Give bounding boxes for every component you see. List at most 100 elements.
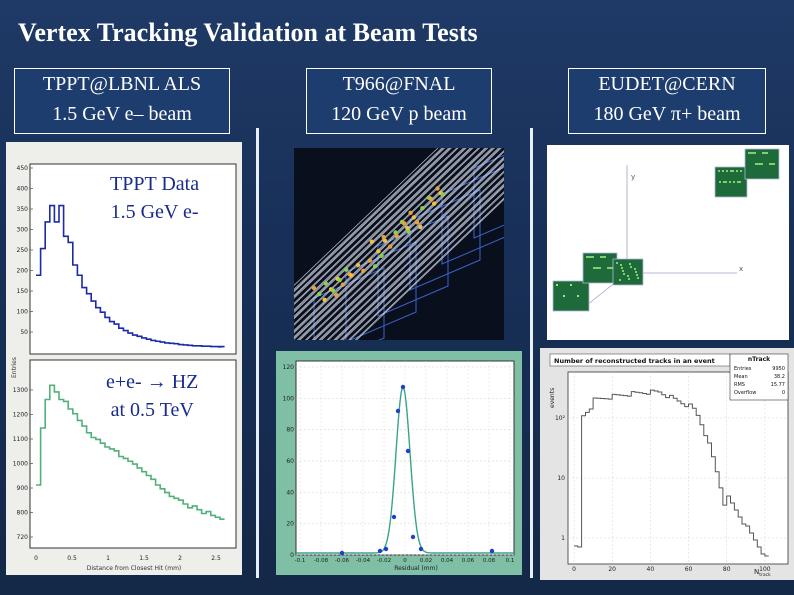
plane-hit: [773, 163, 775, 165]
ntrack-xlabel-main: N: [754, 568, 759, 576]
ntrack-plot-svg: Number of reconstructed tracks in an eve…: [549, 353, 789, 578]
column-label-fnal: T966@FNAL 120 GeV p beam: [306, 68, 492, 134]
y-tick-label: 450: [17, 165, 29, 172]
ntrack-ylabel: events: [549, 388, 556, 408]
stats-value: 0: [782, 390, 785, 396]
particle-track: [294, 148, 467, 313]
tppt-data-label: TPPT Data 1.5 GeV e-: [110, 170, 199, 226]
track-hit: [408, 210, 413, 215]
x-tick-label: 2.5: [211, 555, 221, 562]
y-tick-label: 120: [283, 364, 295, 371]
track-hit: [349, 273, 354, 278]
higgs-label-line1: e+e- → HZ: [106, 371, 199, 393]
y-tick-label: 100: [17, 309, 29, 316]
plane-hit: [590, 256, 592, 258]
track-hit: [361, 268, 366, 274]
y-tick-label: 400: [17, 186, 29, 193]
particle-track: [341, 184, 504, 340]
plane-hit: [718, 170, 720, 172]
track-hit: [376, 249, 381, 254]
plane-hit: [616, 262, 618, 264]
data-point: [339, 550, 345, 556]
y-tick-label: 150: [17, 288, 29, 295]
plane-hit: [619, 279, 621, 281]
x-tick-label: -0.1: [295, 558, 306, 564]
plane-hit: [607, 267, 609, 269]
top-hist-frame: [29, 163, 237, 355]
column-label-cern: EUDET@CERN 180 GeV π+ beam: [568, 68, 766, 134]
bottom-histogram-line: [36, 384, 225, 521]
plane-hit: [637, 277, 639, 279]
particle-track: [306, 151, 504, 340]
tppt-data-line2: 1.5 GeV e-: [110, 201, 199, 223]
plane-hit: [723, 181, 725, 183]
track-hit: [393, 230, 398, 235]
particle-track: [294, 148, 494, 339]
ntrack-plot-panel: Number of reconstructed tracks in an eve…: [540, 348, 794, 580]
y-tick-label: 720: [17, 534, 29, 541]
left-hist-xlabel: Distance from Closest Hit (mm): [87, 565, 182, 572]
particle-track: [294, 148, 481, 326]
stats-label: Mean: [734, 374, 748, 380]
track-hit: [322, 297, 327, 302]
telescope-axis-x-label: x: [739, 265, 743, 273]
tppt-data-line1: TPPT Data: [110, 173, 200, 195]
y-tick-label: 80: [286, 427, 294, 434]
x-tick-label: -0.06: [335, 558, 350, 564]
particle-track: [348, 191, 504, 340]
particle-track: [333, 177, 504, 340]
track-hit: [323, 281, 328, 286]
track-hit: [331, 288, 336, 293]
track-hit: [334, 293, 339, 298]
residual-gaussian-fit: [296, 385, 514, 554]
plane-hit: [620, 264, 622, 266]
particle-track: [304, 150, 504, 340]
particle-tracks: [294, 148, 504, 340]
plane-hit: [740, 170, 742, 172]
data-point: [395, 408, 401, 414]
bottom-hist-ylabel: Entries: [11, 357, 18, 378]
data-point: [410, 534, 416, 540]
track-hit: [432, 201, 437, 206]
plane-hit: [622, 270, 624, 272]
track-hit: [406, 229, 411, 234]
plane-hit: [762, 152, 764, 154]
plane-hit: [739, 181, 741, 183]
track-hit: [372, 264, 378, 269]
plane-hit: [595, 267, 597, 269]
x-tick-label: 2: [178, 555, 182, 562]
particle-track: [294, 148, 487, 333]
residual-data-points: [339, 384, 495, 556]
track-hit: [382, 238, 388, 243]
ntrack-grid: [568, 372, 788, 564]
stats-value: 38.2: [774, 374, 785, 380]
track-hit: [367, 258, 372, 263]
track-hit: [418, 224, 423, 230]
residual-y-ticks: 120 100 80 60 40 20 0: [283, 364, 295, 559]
ntrack-stats-rows: Entries 9950 Mean 38.2 RMS 15.77 Overflow 0: [734, 366, 785, 396]
telescope-planes: [552, 148, 780, 312]
plane-hit: [729, 181, 731, 183]
x-tick-label: 1.5: [139, 555, 149, 562]
ntrack-y-ticks: 10² 10 1: [555, 415, 566, 542]
x-tick-label: 80: [723, 566, 731, 573]
x-tick-label: 1: [106, 555, 110, 562]
x-tick-label: 0.08: [483, 558, 496, 564]
top-hist-y-ticks: 450 400 350 300 250 200 150 100 50: [17, 165, 33, 336]
plane-hit: [621, 267, 623, 269]
plane-hit: [726, 170, 728, 172]
slide-title: Vertex Tracking Validation at Beam Tests: [18, 18, 478, 47]
track-hit: [337, 277, 342, 283]
residual-plot-panel: 120 100 80 60 40 20 0 -0.1 -0.08 -0.06 -0.04 -0.02…: [276, 351, 522, 575]
telescope-axis-y-label: y: [631, 173, 635, 181]
particle-track: [294, 148, 458, 304]
track-hit: [369, 239, 375, 244]
track-event-display: [294, 148, 504, 340]
plane-hit: [628, 278, 630, 280]
column-divider: [256, 128, 259, 578]
plane-hit: [623, 273, 625, 275]
telescope-plane: [612, 258, 644, 286]
y-tick-label: 200: [17, 268, 29, 275]
particle-track: [339, 183, 504, 340]
particle-track: [294, 148, 452, 299]
